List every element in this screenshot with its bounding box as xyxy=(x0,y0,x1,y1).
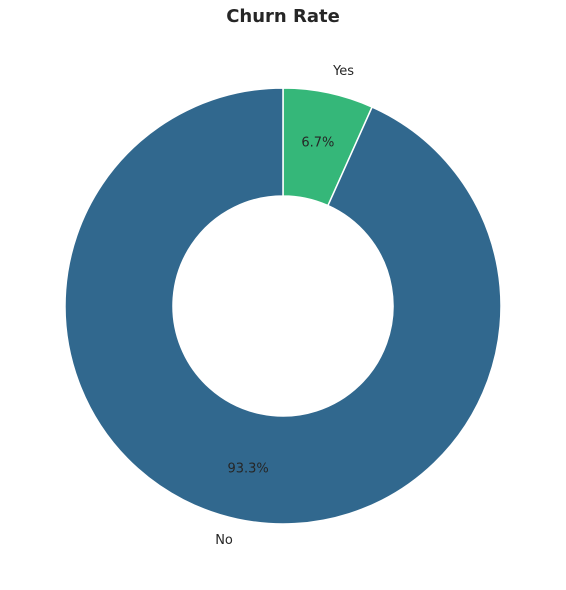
pct-label-yes: 6.7% xyxy=(301,135,334,150)
slice-label-no: No xyxy=(215,533,233,548)
pct-label-no: 93.3% xyxy=(227,462,268,477)
labels-group: 6.7% Yes 93.3% No xyxy=(215,64,354,548)
chart-title: Churn Rate xyxy=(226,6,340,27)
wedge-no xyxy=(64,87,502,525)
wedges-group xyxy=(64,87,502,525)
slice-label-yes: Yes xyxy=(332,64,354,79)
